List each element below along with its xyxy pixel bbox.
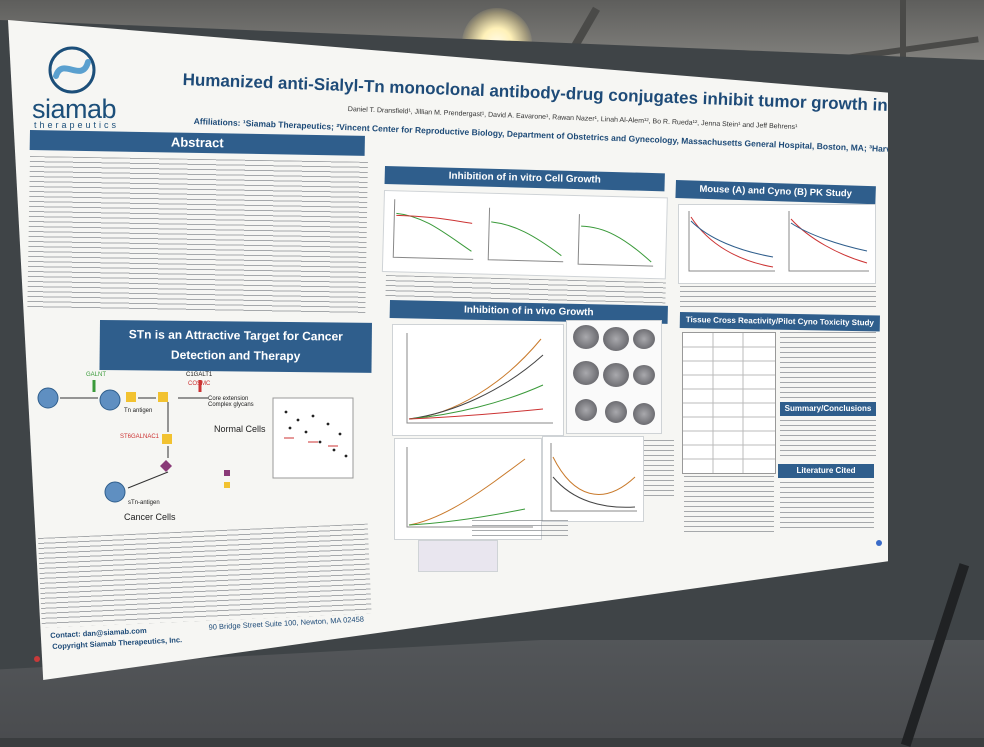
- tumor-image: [575, 399, 597, 421]
- stn-diagram-panel: Tn antigen GALNT C1GALT1 COSMC ST6GALNAC…: [28, 372, 366, 538]
- cancer-cells-label: Cancer Cells: [124, 512, 176, 522]
- tumor-image: [633, 329, 655, 349]
- c1galt1-label: C1GALT1: [186, 372, 213, 378]
- poster: siamab therapeutics Humanized anti-Sialy…: [8, 20, 888, 680]
- normal-cells-label: Normal Cells: [214, 424, 266, 434]
- cosmc-label: COSMC: [188, 381, 211, 387]
- tumor-image: [573, 325, 599, 349]
- logo-wordmark: siamab: [32, 94, 117, 124]
- tcr-table: [682, 332, 776, 474]
- tcr-bullets: [780, 332, 876, 404]
- st6galnac1-label: ST6GALNAC1: [120, 434, 160, 440]
- in-vitro-header: Inhibition of in vitro Cell Growth: [384, 166, 665, 192]
- tumor-image: [603, 363, 629, 387]
- in-vivo-chart-d: [542, 436, 644, 522]
- galnt-label: GALNT: [86, 372, 107, 378]
- siamab-logo-icon: [48, 46, 96, 94]
- literature-text: [780, 482, 874, 530]
- summary-header: Summary/Conclusions: [780, 402, 876, 416]
- core-extension-label: Core extension Complex glycans: [208, 396, 254, 408]
- tn-antigen-label: Tn antigen: [124, 408, 153, 414]
- push-pin: [876, 540, 882, 546]
- stn-diagram: [37, 380, 354, 503]
- abstract-header: Abstract: [29, 130, 365, 156]
- in-vivo-growth-curves: [406, 333, 553, 424]
- tumor-images-grid: [566, 320, 662, 434]
- histology-caption: [472, 520, 568, 540]
- tcr-table-grid: [683, 333, 775, 473]
- pk-header: Mouse (A) and Cyno (B) PK Study: [675, 180, 876, 205]
- in-vivo-growth-chart: [392, 324, 564, 436]
- pk-chart: [678, 204, 876, 284]
- pk-curves: [688, 211, 869, 272]
- tumor-image: [605, 401, 627, 423]
- tumor-image: [633, 403, 655, 425]
- in-vitro-plots: [381, 190, 668, 280]
- logo-subtitle: therapeutics: [34, 120, 120, 130]
- tumor-image: [603, 327, 629, 351]
- tcr-header: Tissue Cross Reactivity/Pilot Cyno Toxic…: [679, 312, 880, 332]
- in-vivo-curves-d: [550, 443, 637, 512]
- stn-target-header: STn is an Attractive Target for Cancer D…: [99, 320, 372, 373]
- stn-target-text: [38, 523, 372, 628]
- tumor-image: [633, 365, 655, 385]
- push-pin: [34, 656, 40, 662]
- tumor-image: [573, 361, 599, 385]
- literature-header: Literature Cited: [778, 464, 874, 478]
- stn-antigen-label: sTn-antigen: [128, 500, 160, 506]
- in-vitro-curves: [392, 199, 654, 267]
- abstract-text: [27, 156, 368, 314]
- histology-strip: [418, 540, 498, 572]
- summary-text: [780, 420, 876, 458]
- in-vivo-caption: [644, 440, 674, 500]
- pk-caption: [680, 286, 876, 308]
- tcr-table-caption: [684, 476, 774, 532]
